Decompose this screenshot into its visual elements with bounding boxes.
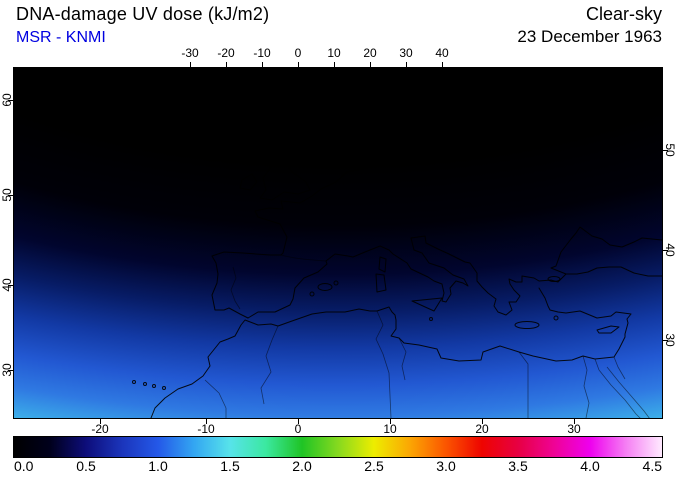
colorbar-tick-label: 3.0 [436,458,456,474]
border-morocco-algeria [260,325,279,405]
colorbar-tick-label: 2.0 [292,458,312,474]
x-axis-bottom-tick-label: -20 [91,422,109,436]
coastline-atlantic-europe [211,131,397,319]
axis-tick [8,370,13,371]
axis-tick [663,250,668,251]
source-label: MSR - KNMI [16,29,106,46]
colorbar-tick-label: 4.5 [642,458,662,474]
axis-tick [226,62,227,67]
island-sardinia [375,273,387,293]
x-axis-bottom-tick-label: 30 [567,422,581,436]
black-sea-outline [550,226,662,277]
x-axis-bottom-tick-label: 0 [294,422,302,436]
sky-condition-label: Clear-sky [585,4,662,24]
x-axis-top-tick-label: 10 [327,46,341,60]
x-axis-bottom-tick-label: -10 [197,422,215,436]
axis-tick [334,62,335,67]
axis-tick [442,62,443,67]
axis-tick [663,340,668,341]
sea-of-marmara [547,276,561,282]
colorbar-tick-label: 1.5 [220,458,240,474]
axis-tick [8,285,13,286]
x-axis-bottom-tick-label: 20 [475,422,489,436]
country-borders [204,254,650,418]
island-crete [514,321,540,329]
island-sicily [411,297,443,312]
border-western-sahara [204,379,227,418]
island-ibiza [309,291,315,297]
axis-tick [298,419,299,424]
red-sea-coast [594,356,650,418]
border-algeria-tunisia-libya [375,310,392,418]
island-malta [429,317,433,321]
x-axis-top-tick-label: -20 [217,46,235,60]
colorbar-tick-label: 3.5 [508,458,528,474]
map-panel [13,67,663,419]
colorbar-tick-label: 2.5 [364,458,384,474]
x-axis-top-tick-label: -30 [181,46,199,60]
island-cyprus [596,325,620,334]
axis-tick [406,62,407,67]
island-menorca [333,280,339,286]
date-label: 23 December 1963 [517,27,662,46]
island-rhodes [553,315,559,321]
axis-tick [262,62,263,67]
axis-tick [663,150,668,151]
canary-islands [132,380,166,390]
x-axis-top-tick-label: 20 [363,46,377,60]
axis-tick [206,419,207,424]
x-axis-top-tick-label: 30 [399,46,413,60]
border-pyrenees [280,254,327,262]
axis-tick [8,195,13,196]
axis-tick [482,419,483,424]
figure-title: DNA-damage UV dose (kJ/m2) [16,4,270,24]
axis-tick [100,419,101,424]
nile-river [582,355,590,418]
colorbar-tick-label: 0.0 [14,458,34,474]
coastline-levant-north-africa [150,287,632,418]
x-axis-top-tick-label: 40 [435,46,449,60]
coastline-mediterranean-north [247,235,567,319]
colorbar-tick-label: 4.0 [580,458,600,474]
border-tunisia-libya [398,337,407,381]
uv-dose-field [14,68,662,418]
island-mallorca [317,283,333,291]
island-ireland [239,173,258,191]
axis-tick [390,419,391,424]
colorbar [13,436,663,458]
x-axis-top-tick-label: -10 [253,46,271,60]
island-britain [259,145,311,201]
border-portugal-spain [230,266,241,310]
colorbar-tick-label: 0.5 [76,458,96,474]
axis-tick [190,62,191,67]
coastlines [132,131,662,418]
axis-tick [574,419,575,424]
axis-tick [370,62,371,67]
border-libya-egypt [518,351,529,418]
map-svg [14,68,662,418]
x-axis-bottom-tick-label: 10 [383,422,397,436]
colorbar-tick-label: 1.0 [148,458,168,474]
island-corsica [378,256,387,273]
axis-tick [8,100,13,101]
x-axis-top-tick-label: 0 [294,46,302,60]
axis-tick [298,62,299,67]
